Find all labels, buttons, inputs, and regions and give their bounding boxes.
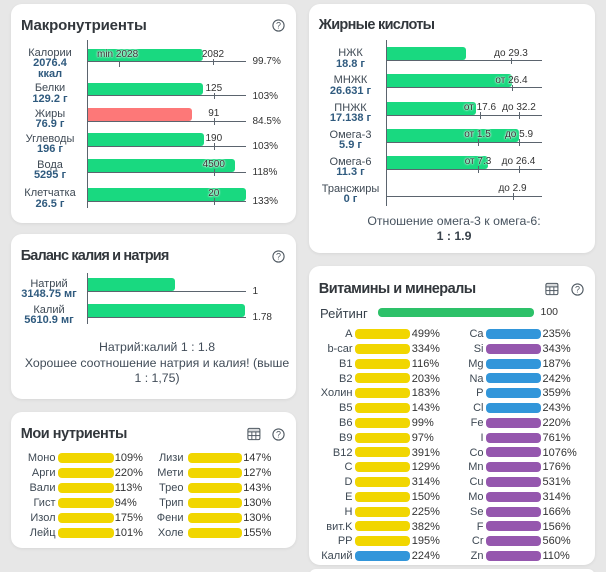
svg-text:?: ? [575, 284, 580, 294]
svg-text:?: ? [276, 251, 281, 261]
svg-text:?: ? [276, 429, 281, 439]
svg-text:?: ? [276, 21, 281, 31]
